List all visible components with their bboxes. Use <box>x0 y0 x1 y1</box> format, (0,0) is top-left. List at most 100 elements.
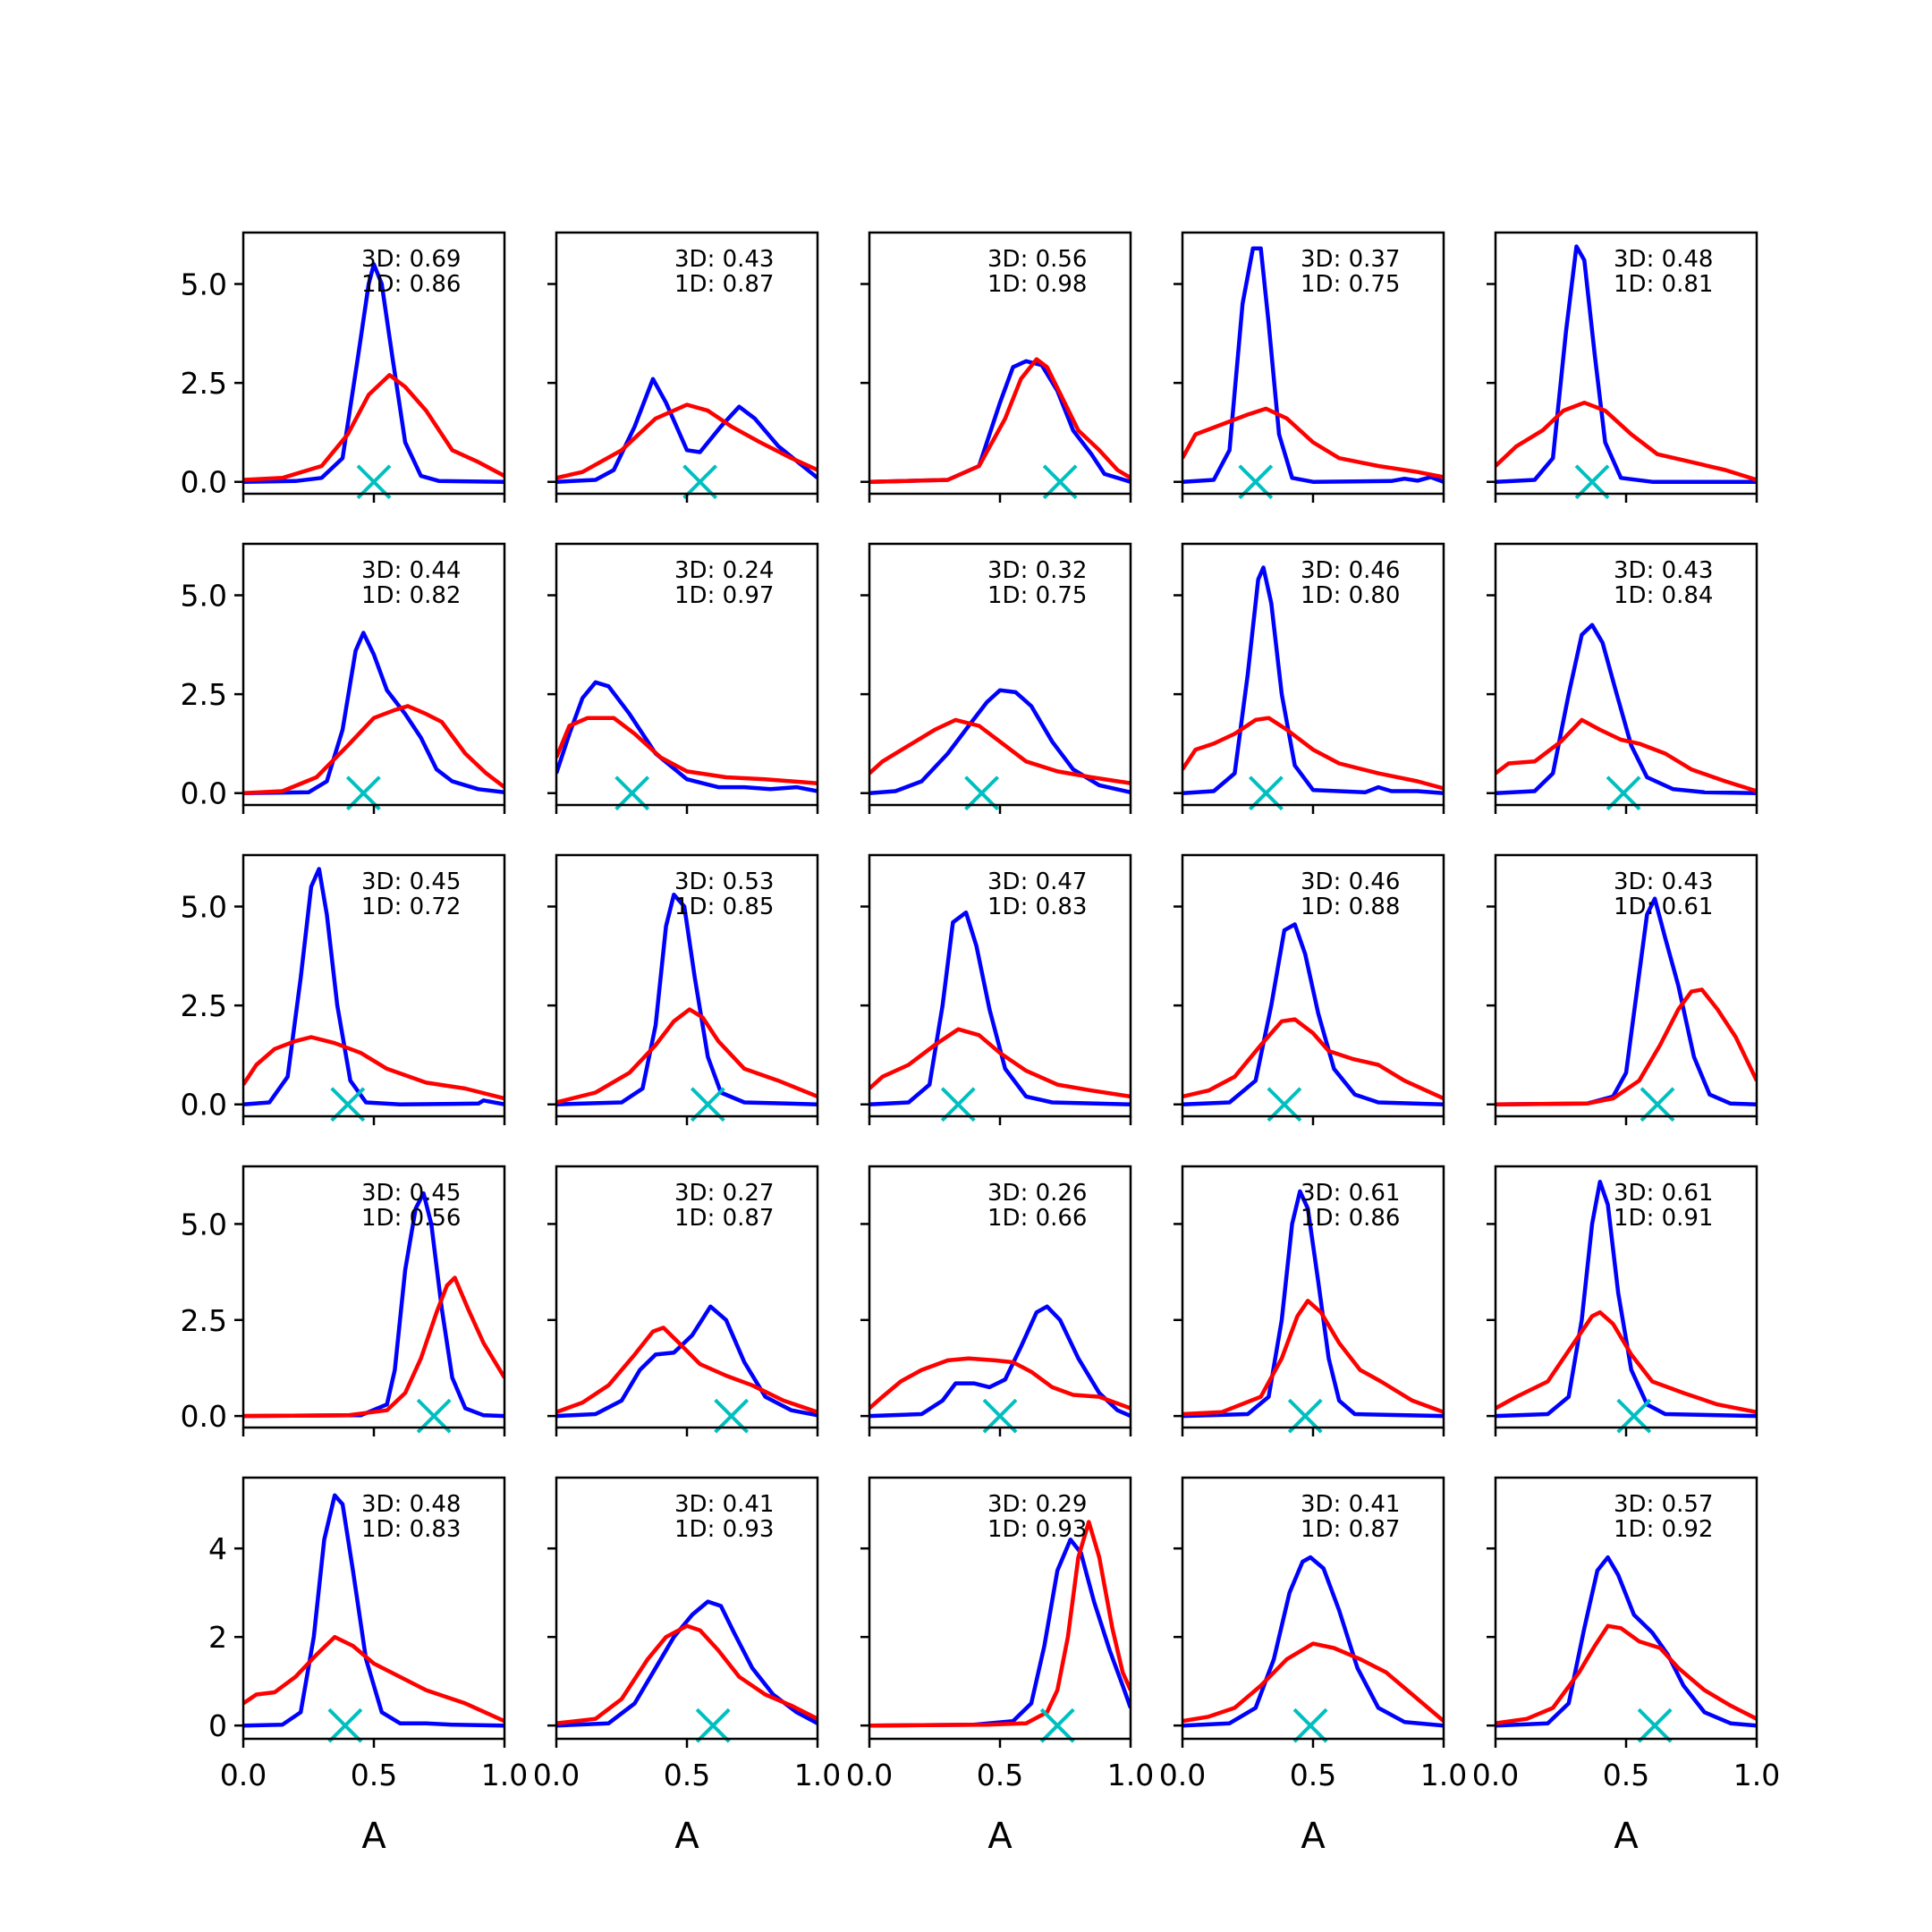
blue-curve <box>1496 623 1757 795</box>
marker-x <box>1606 775 1641 811</box>
blue-curve <box>556 1599 818 1728</box>
panel-annotation-line: 3D: 0.43 <box>674 246 774 273</box>
y-tick-label: 0 <box>208 1708 227 1743</box>
marker-x <box>964 775 999 811</box>
marker-x <box>1292 1707 1328 1743</box>
red-curve <box>869 1356 1131 1411</box>
red-curve <box>1182 1299 1444 1417</box>
red-curve <box>243 1035 504 1101</box>
marker-x <box>345 775 381 811</box>
red-curve <box>1182 716 1444 791</box>
red-curve <box>1496 987 1757 1106</box>
panel-annotation-line: 1D: 0.92 <box>1614 1516 1713 1543</box>
panel-annotation-line: 1D: 0.83 <box>987 894 1087 920</box>
red-curve <box>243 373 504 482</box>
marker-x <box>1267 1087 1302 1123</box>
panel-annotation-line: 1D: 0.86 <box>1301 1205 1400 1232</box>
panel-annotation-line: 3D: 0.61 <box>1301 1180 1400 1207</box>
blue-curve <box>869 359 1131 484</box>
panel-annotation-line: 3D: 0.57 <box>1614 1491 1713 1518</box>
blue-curve <box>869 910 1131 1106</box>
panel-annotation-line: 1D: 0.97 <box>674 582 774 609</box>
blue-curve <box>243 1191 504 1419</box>
y-tick-label: 2.5 <box>181 677 227 712</box>
panel-annotation-line: 3D: 0.27 <box>674 1180 774 1207</box>
panel-annotation-line: 3D: 0.48 <box>361 1491 461 1518</box>
red-curve <box>556 1623 818 1725</box>
y-tick-label: 0.0 <box>181 1399 227 1434</box>
blue-curve <box>1182 1189 1444 1419</box>
blue-curve <box>243 631 504 795</box>
panel-annotation-line: 1D: 0.75 <box>987 582 1087 609</box>
blue-curve <box>1496 1179 1757 1419</box>
panel-annotation-line: 1D: 0.84 <box>1614 582 1713 609</box>
panel-annotation-line: 3D: 0.61 <box>1614 1180 1713 1207</box>
panel-annotation-line: 1D: 0.56 <box>361 1205 461 1232</box>
x-tick-label: 0.5 <box>351 1758 397 1792</box>
blue-curve <box>1182 565 1444 795</box>
red-curve <box>243 1634 504 1724</box>
panel-annotation-line: 1D: 0.93 <box>674 1516 774 1543</box>
panel-annotation-line: 3D: 0.53 <box>674 869 774 895</box>
red-curve <box>1496 1623 1757 1725</box>
panel-annotation-line: 3D: 0.37 <box>1301 246 1400 273</box>
x-tick-label: 0.5 <box>1603 1758 1649 1792</box>
panel-annotation-line: 1D: 0.83 <box>361 1516 461 1543</box>
marker-x <box>1238 464 1274 500</box>
blue-curve <box>556 1304 818 1419</box>
x-tick-label: 0.5 <box>664 1758 710 1792</box>
marker-x <box>1249 775 1284 811</box>
red-curve <box>1182 406 1444 479</box>
marker-x <box>327 1707 363 1743</box>
red-curve <box>556 402 818 480</box>
panel-annotation-line: 3D: 0.43 <box>1614 557 1713 584</box>
y-tick-label: 2.5 <box>181 988 227 1023</box>
panel-annotation-line: 3D: 0.56 <box>987 246 1087 273</box>
panel-annotation-line: 1D: 0.85 <box>674 894 774 920</box>
blue-curve <box>869 1304 1131 1419</box>
red-curve <box>869 1520 1131 1728</box>
red-curve <box>243 1275 504 1419</box>
red-curve <box>1182 1017 1444 1101</box>
x-axis-label: A <box>987 1816 1013 1857</box>
y-tick-label: 4 <box>208 1531 227 1566</box>
y-tick-label: 2 <box>208 1620 227 1655</box>
panel-annotation-line: 1D: 0.75 <box>1301 271 1400 298</box>
y-tick-label: 0.0 <box>181 465 227 500</box>
y-tick-label: 0.0 <box>181 776 227 811</box>
x-tick-label: 1.0 <box>1733 1758 1780 1792</box>
panel-annotation-line: 3D: 0.29 <box>987 1491 1087 1518</box>
panel-annotation-line: 3D: 0.26 <box>987 1180 1087 1207</box>
panel-annotation-line: 1D: 0.80 <box>1301 582 1400 609</box>
y-tick-label: 5.0 <box>181 579 227 614</box>
panel-annotation-line: 1D: 0.72 <box>361 894 461 920</box>
blue-curve <box>1496 896 1757 1106</box>
red-curve <box>243 704 504 795</box>
red-curve <box>1496 1309 1757 1415</box>
y-tick-label: 5.0 <box>181 267 227 302</box>
marker-x <box>1574 464 1610 500</box>
marker-x <box>1640 1087 1675 1123</box>
panel-annotation-line: 1D: 0.81 <box>1614 271 1713 298</box>
x-axis-label: A <box>1614 1816 1639 1857</box>
red-curve <box>556 1007 818 1105</box>
marker-x <box>356 464 392 500</box>
